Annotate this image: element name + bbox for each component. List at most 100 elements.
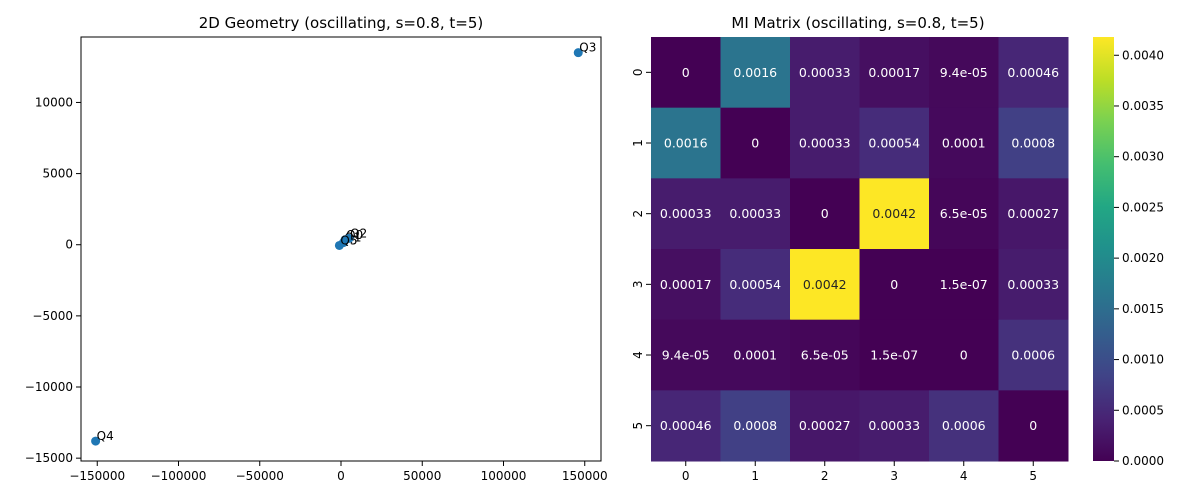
heatmap-cell <box>859 37 930 109</box>
heatmap-y-tick-label: 0 <box>631 69 645 77</box>
heatmap-cell <box>929 178 999 250</box>
scatter-points: Q0Q1Q2Q3Q4Q5 <box>91 41 596 446</box>
scatter-y-tick-label: 5000 <box>42 167 73 181</box>
colorbar-tick-label: 0.0035 <box>1122 99 1164 113</box>
scatter-x-tick-label: −50000 <box>236 469 284 483</box>
scatter-y-tick-label: −5000 <box>32 309 73 323</box>
scatter-point-q3 <box>573 48 583 58</box>
heatmap-cell <box>720 107 791 179</box>
colorbar-tick-label: 0.0020 <box>1122 251 1164 265</box>
heatmap-cell <box>720 37 791 109</box>
heatmap-y-tick-label: 1 <box>631 139 645 147</box>
heatmap-cell <box>720 178 791 250</box>
heatmap-cell-label: 0.0042 <box>872 206 916 221</box>
heatmap-cell <box>929 37 999 109</box>
heatmap-cell-label: 0.00033 <box>1007 277 1059 292</box>
scatter-x-tick-label: 150000 <box>562 469 608 483</box>
heatmap-cell-label: 6.5e-05 <box>940 206 988 221</box>
heatmap-cell-label: 0.00033 <box>868 418 920 433</box>
heatmap-x-tick-label: 2 <box>821 469 829 483</box>
heatmap-cell-label: 0.00027 <box>799 418 851 433</box>
heatmap-cell-label: 1.5e-07 <box>870 348 918 363</box>
scatter-y-axis: −15000 −10000 −5000 0 5000 10000 <box>25 95 81 465</box>
scatter-point-q2 <box>344 233 354 243</box>
scatter-x-tick-label: −100000 <box>151 469 207 483</box>
heatmap-cell <box>651 37 721 109</box>
heatmap-y-tick-label: 4 <box>631 351 645 359</box>
heatmap-cell <box>998 178 1069 250</box>
heatmap-cell <box>998 249 1069 321</box>
heatmap-cell <box>790 390 860 462</box>
heatmap-cell <box>720 390 791 462</box>
heatmap-x-tick-label: 5 <box>1029 469 1037 483</box>
heatmap-cell-label: 0.00017 <box>868 65 920 80</box>
heatmap-panel: MI Matrix (oscillating, s=0.8, t=5) 0 0.0… <box>631 14 1164 483</box>
scatter-x-tick-label: 50000 <box>403 469 441 483</box>
scatter-title: 2D Geometry (oscillating, s=0.8, t=5) <box>199 14 483 32</box>
heatmap-cell-label: 0.00033 <box>729 206 781 221</box>
scatter-y-tick-label: 0 <box>65 238 73 252</box>
heatmap-cell-label: 0.00033 <box>799 65 851 80</box>
heatmap-cell <box>929 390 999 462</box>
heatmap-cell <box>998 390 1069 462</box>
colorbar-tick-label: 0.0005 <box>1122 403 1164 417</box>
heatmap-cell <box>929 319 999 391</box>
heatmap-cell-label: 0 <box>960 348 968 363</box>
scatter-point-label: Q5 <box>340 233 357 247</box>
heatmap-cell-label: 0.0008 <box>1011 136 1055 151</box>
heatmap-cell-label: 0.0008 <box>733 418 777 433</box>
heatmap-cell <box>790 249 860 321</box>
heatmap-cell-label: 0 <box>890 277 898 292</box>
heatmap-y-tick-label: 3 <box>631 281 645 289</box>
heatmap-cell-label: 0.00027 <box>1007 206 1059 221</box>
scatter-x-tick-label: 100000 <box>481 469 527 483</box>
heatmap-cell-label: 1.5e-07 <box>940 277 988 292</box>
heatmap-cell-label: 0.0016 <box>733 65 777 80</box>
heatmap-cell <box>790 107 860 179</box>
scatter-point-label: Q3 <box>579 41 596 55</box>
heatmap-cell <box>859 319 930 391</box>
heatmap-cell-label: 0 <box>1029 418 1037 433</box>
heatmap-x-tick-label: 3 <box>890 469 898 483</box>
heatmap-y-axis: 0 1 2 3 4 5 <box>631 69 651 430</box>
colorbar-tick-label: 0.0015 <box>1122 302 1164 316</box>
heatmap-cell <box>790 37 860 109</box>
heatmap-cell <box>998 37 1069 109</box>
heatmap-cell-label: 0 <box>821 206 829 221</box>
heatmap-cell-label: 9.4e-05 <box>940 65 988 80</box>
heatmap-cell <box>859 390 930 462</box>
heatmap-cell <box>720 319 791 391</box>
heatmap-cell <box>651 178 721 250</box>
heatmap-y-tick-label: 5 <box>631 422 645 430</box>
scatter-x-axis: −150000 −100000 −50000 0 50000 100000 150000 <box>69 461 608 483</box>
heatmap-y-tick-label: 2 <box>631 210 645 218</box>
heatmap-cell-label: 9.4e-05 <box>662 348 710 363</box>
heatmap-cell <box>929 249 999 321</box>
heatmap-cell <box>790 319 860 391</box>
heatmap-x-tick-label: 0 <box>682 469 690 483</box>
scatter-panel: 2D Geometry (oscillating, s=0.8, t=5) −1… <box>25 14 608 483</box>
heatmap-cell-label: 0.00017 <box>660 277 712 292</box>
heatmap-x-tick-label: 4 <box>960 469 968 483</box>
heatmap-cells: 0 0.0016 0.00033 0.00017 9.4e-05 0.00046 0.001… <box>651 37 1069 462</box>
colorbar-tick-label: 0.0000 <box>1122 454 1164 468</box>
scatter-x-tick-label: 0 <box>337 469 345 483</box>
heatmap-x-axis: 0 1 2 3 4 5 <box>682 461 1037 483</box>
heatmap-title: MI Matrix (oscillating, s=0.8, t=5) <box>731 14 984 32</box>
heatmap-cell <box>790 178 860 250</box>
heatmap-cell <box>651 319 721 391</box>
colorbar-gradient <box>1093 37 1114 461</box>
scatter-y-tick-label: 10000 <box>35 95 73 109</box>
colorbar: 0.0000 0.0005 0.0010 0.0015 0.0020 0.0025 0.00… <box>1093 37 1164 468</box>
heatmap-cell <box>651 390 721 462</box>
scatter-y-tick-label: −15000 <box>25 451 73 465</box>
heatmap-cell-label: 0.0001 <box>733 348 777 363</box>
heatmap-cell-label: 0.00033 <box>660 206 712 221</box>
heatmap-cell <box>998 319 1069 391</box>
heatmap-cell-label: 0.0042 <box>803 277 847 292</box>
heatmap-cell-label: 0.00054 <box>729 277 781 292</box>
scatter-point-q4 <box>91 436 101 446</box>
heatmap-cell-label: 0.0006 <box>1011 348 1055 363</box>
heatmap-cell <box>720 249 791 321</box>
